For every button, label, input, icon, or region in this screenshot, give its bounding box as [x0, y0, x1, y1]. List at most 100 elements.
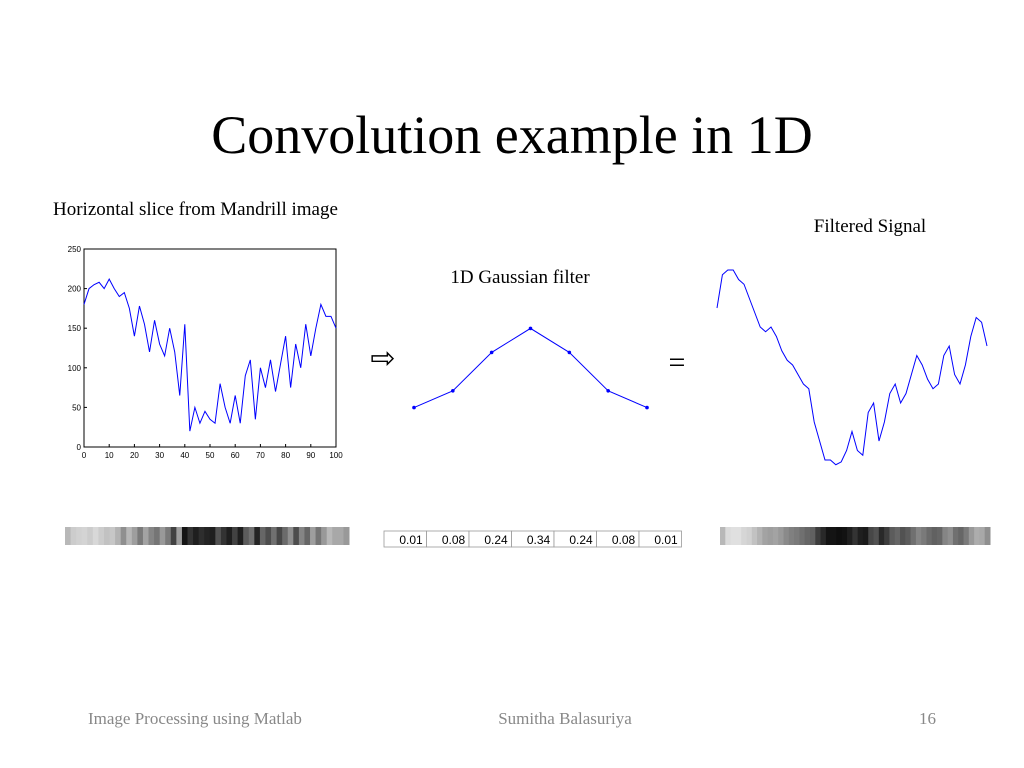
signal-pixel: [148, 527, 155, 545]
signal-pixel: [321, 527, 328, 545]
signal-pixel: [315, 527, 322, 545]
filtered-pixel: [804, 527, 811, 545]
filter-value: 0.08: [442, 533, 466, 547]
filtered-pixel: [720, 527, 726, 545]
filtered-pixel: [852, 527, 859, 545]
filtered-pixel: [921, 527, 927, 545]
filtered-label: Filtered Signal: [814, 216, 926, 237]
x-tick-label: 80: [281, 451, 290, 460]
filtered-pixel: [963, 527, 970, 545]
signal-pixel: [131, 527, 138, 545]
signal-pixel: [98, 527, 105, 545]
signal-pixel: [254, 527, 261, 545]
filter-point: [606, 389, 610, 393]
filtered-pixel: [788, 527, 795, 545]
signal-pixel: [226, 527, 233, 545]
filtered-pixel: [725, 527, 732, 545]
filtered-pixel: [905, 527, 912, 545]
y-tick-label: 0: [77, 443, 82, 452]
filtered-pixel: [889, 527, 896, 545]
x-tick-label: 30: [155, 451, 164, 460]
y-tick-label: 150: [68, 324, 82, 333]
x-tick-label: 10: [105, 451, 114, 460]
page-number: 16: [919, 709, 936, 728]
x-tick-label: 0: [82, 451, 87, 460]
filtered-pixel: [968, 527, 975, 545]
filtered-pixel: [799, 527, 806, 545]
filter-point: [645, 405, 649, 410]
y-tick-label: 200: [68, 285, 82, 294]
signal-pixel: [181, 527, 189, 545]
y-tick-label: 250: [68, 245, 82, 254]
filter-value: 0.01: [399, 533, 423, 547]
signal-pixel: [243, 527, 250, 545]
x-tick-label: 50: [206, 451, 215, 460]
signal-pixel: [159, 527, 166, 545]
signal-pixel: [209, 527, 216, 545]
filtered-pixel: [974, 527, 980, 545]
filtered-pixel: [810, 527, 816, 545]
filter-value: 0.01: [654, 533, 678, 547]
x-tick-label: 100: [329, 451, 343, 460]
signal-pixel: [271, 527, 278, 545]
filtered-pixel: [884, 527, 890, 545]
filtered-pixel: [900, 527, 906, 545]
x-tick-label: 90: [306, 451, 315, 460]
filtered-pixel: [746, 527, 753, 545]
filtered-pixel: [979, 527, 986, 545]
signal-pixel: [259, 527, 266, 545]
signal-pixel: [120, 527, 127, 545]
filtered-pixel: [783, 527, 790, 545]
filter-value: 0.24: [569, 533, 593, 547]
equals: =: [669, 346, 686, 379]
filtered-line: [716, 269, 988, 466]
signal-pixel: [142, 527, 150, 545]
signal-pixel: [109, 527, 116, 545]
signal-pixel: [198, 527, 205, 545]
signal-pixel: [87, 527, 94, 545]
x-tick-label: 20: [130, 451, 139, 460]
signal-pixel: [293, 527, 300, 545]
filtered-pixel: [762, 527, 769, 545]
signal-pixel: [298, 527, 305, 545]
signal-pixel: [265, 527, 272, 545]
filtered-pixel: [820, 527, 827, 545]
filtered-pixel: [926, 527, 933, 545]
signal-pixel: [332, 527, 339, 545]
operator: ⇨: [370, 342, 395, 375]
signal-pixel: [276, 527, 283, 545]
footer-center: Sumitha Balasuriya: [498, 709, 632, 728]
signal-pixel: [126, 527, 133, 545]
signal-pixel: [310, 527, 317, 545]
filtered-pixel: [947, 527, 954, 545]
signal-pixel: [304, 527, 311, 545]
filtered-pixel: [942, 527, 949, 545]
signal-pixel: [326, 527, 333, 545]
filtered-pixel: [735, 527, 742, 545]
filtered-pixel: [894, 527, 901, 545]
signal-pixel: [193, 527, 200, 545]
filtered-pixel: [937, 527, 943, 545]
signal-pixel: [176, 527, 183, 545]
filter-point: [528, 326, 533, 331]
filter-cell: [638, 530, 682, 548]
filtered-pixel: [794, 527, 800, 545]
filtered-pixel: [757, 527, 763, 545]
filtered-pixel: [868, 527, 875, 545]
y-tick-label: 100: [68, 364, 82, 373]
filtered-pixel: [862, 527, 869, 545]
filter-point: [489, 350, 494, 355]
signal-pixel: [165, 527, 172, 545]
filtered-pixel: [836, 527, 843, 545]
filtered-pixel: [873, 527, 880, 545]
y-tick-label: 50: [72, 403, 81, 412]
signal-pixel: [187, 527, 194, 545]
signal-pixel: [115, 527, 122, 545]
filtered-pixel: [915, 527, 922, 545]
filtered-pixel: [910, 527, 917, 545]
signal-pixel: [170, 527, 177, 545]
filtered-pixel: [767, 527, 774, 545]
plot-frame: [83, 248, 337, 448]
